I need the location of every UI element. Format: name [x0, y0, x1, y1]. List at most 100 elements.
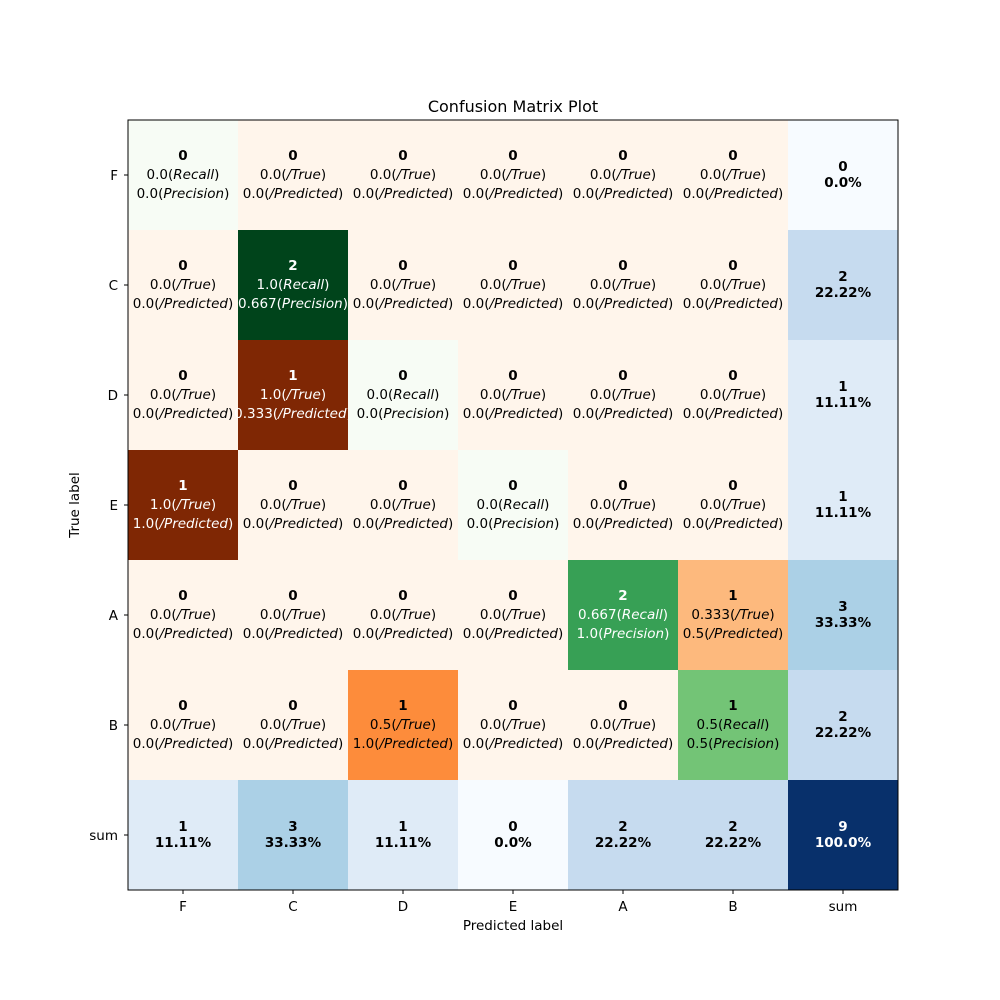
cell-metric: 0.0(/True): [480, 277, 546, 293]
x-axis-label: Predicted label: [463, 918, 563, 934]
cell-rect: [238, 560, 348, 670]
heatmap-cell: 1 0.5(/True) 1.0(/Predicted): [348, 670, 458, 780]
cell-metric: 0.0(/True): [480, 167, 546, 183]
cell-metric: 0.0(/Predicted): [353, 186, 454, 202]
cell-rect: [678, 230, 788, 340]
cell-metric: 0.0(/True): [150, 607, 216, 623]
cell-percent: 22.22%: [815, 725, 872, 741]
cell-metric: 0.0(/Predicted): [133, 626, 234, 642]
y-tick-label: C: [109, 278, 118, 294]
heatmap-cell: 333.33%: [788, 560, 898, 670]
cell-percent: 11.11%: [815, 395, 872, 411]
cell-count: 0: [508, 588, 517, 604]
cell-metric: 0.0(/True): [700, 497, 766, 513]
heatmap-cell: 333.33%: [238, 780, 348, 890]
cell-count: 1: [728, 698, 737, 714]
cell-count: 0: [288, 148, 297, 164]
cell-metric: 1.0(Recall): [257, 277, 330, 293]
cell-metric: 0.333(/Predicted): [234, 406, 352, 422]
cell-metric: 0.0(/Predicted): [133, 406, 234, 422]
cell-rect: [348, 560, 458, 670]
heatmap-cell: 111.11%: [788, 340, 898, 450]
cell-rect: [458, 670, 568, 780]
heatmap-cell: 0 0.0(/True) 0.0(/Predicted): [458, 230, 568, 340]
cell-percent: 22.22%: [595, 835, 652, 851]
y-axis-label: True label: [67, 472, 83, 539]
cell-rect: [788, 230, 898, 340]
cell-metric: 1.0(/True): [150, 497, 216, 513]
cell-percent: 33.33%: [815, 615, 872, 631]
heatmap-cell: 0 0.0(/True) 0.0(/Predicted): [128, 340, 238, 450]
cell-metric: 0.0(/True): [150, 277, 216, 293]
cell-count: 0: [178, 368, 187, 384]
cell-count: 0: [178, 588, 187, 604]
heatmap-cell: 0 0.0(/True) 0.0(/Predicted): [348, 120, 458, 230]
cell-count: 0: [398, 148, 407, 164]
heatmap-cell: 111.11%: [128, 780, 238, 890]
heatmap-cell: 0 0.0(/True) 0.0(/Predicted): [238, 670, 348, 780]
cell-metric: 0.0(Recall): [367, 387, 440, 403]
cell-count: 1: [178, 819, 187, 835]
heatmap-cell: 0 0.0(/True) 0.0(/Predicted): [238, 120, 348, 230]
cell-rect: [238, 340, 348, 450]
cell-count: 0: [398, 478, 407, 494]
y-tick-label: E: [109, 498, 118, 514]
cell-rect: [568, 340, 678, 450]
cell-rect: [128, 450, 238, 560]
cell-metric: 0.0(/True): [150, 717, 216, 733]
cell-count: 0: [618, 478, 627, 494]
cell-metric: 0.0(/True): [370, 607, 436, 623]
cell-metric: 0.0(Recall): [477, 497, 550, 513]
cell-rect: [678, 780, 788, 890]
y-tick-label: D: [108, 388, 118, 404]
cell-metric: 0.0(/True): [260, 167, 326, 183]
cell-rect: [678, 450, 788, 560]
cell-metric: 0.0(/Predicted): [463, 186, 564, 202]
cell-metric: 0.0(Precision): [137, 186, 230, 202]
heatmap-cell: 00.0%: [788, 120, 898, 230]
cell-metric: 0.0(/True): [370, 167, 436, 183]
cell-rect: [238, 120, 348, 230]
cell-rect: [458, 120, 568, 230]
cell-metric: 0.0(Precision): [467, 516, 560, 532]
cell-rect: [458, 340, 568, 450]
cell-metric: 0.0(/True): [370, 497, 436, 513]
cell-count: 0: [618, 148, 627, 164]
cell-rect: [458, 780, 568, 890]
cell-count: 2: [838, 709, 847, 725]
cell-count: 1: [728, 588, 737, 604]
cell-count: 0: [288, 588, 297, 604]
x-tick-label: D: [398, 899, 408, 915]
cell-rect: [238, 450, 348, 560]
cell-count: 2: [618, 588, 627, 604]
cell-rect: [788, 120, 898, 230]
heatmap-cell: 0 0.0(/True) 0.0(/Predicted): [568, 230, 678, 340]
cell-metric: 0.0(/True): [480, 607, 546, 623]
cell-metric: 0.667(Precision): [238, 296, 348, 312]
cell-metric: 0.0(/True): [260, 497, 326, 513]
heatmap-cell: 0 0.0(/True) 0.0(/Predicted): [678, 340, 788, 450]
cell-metric: 0.0(/Predicted): [133, 736, 234, 752]
y-tick-label: B: [109, 718, 118, 734]
cell-count: 0: [178, 258, 187, 274]
cell-rect: [678, 120, 788, 230]
cell-count: 0: [398, 258, 407, 274]
cell-metric: 1.0(Precision): [577, 626, 670, 642]
cell-rect: [348, 450, 458, 560]
cell-rect: [458, 560, 568, 670]
cell-count: 0: [618, 698, 627, 714]
x-tick-label: C: [288, 899, 297, 915]
cell-rect: [128, 780, 238, 890]
heatmap-cell: 0 0.0(/True) 0.0(/Predicted): [458, 670, 568, 780]
heatmap-cell: 0 0.0(/True) 0.0(/Predicted): [128, 560, 238, 670]
cell-rect: [128, 560, 238, 670]
cell-count: 1: [288, 368, 297, 384]
cell-rect: [568, 230, 678, 340]
cell-metric: 0.0(/True): [590, 277, 656, 293]
heatmap-cell: 0 0.0(/True) 0.0(/Predicted): [128, 230, 238, 340]
heatmap-cell: 0 0.0(/True) 0.0(/Predicted): [458, 120, 568, 230]
x-tick-label: F: [179, 899, 187, 915]
cell-rect: [788, 450, 898, 560]
